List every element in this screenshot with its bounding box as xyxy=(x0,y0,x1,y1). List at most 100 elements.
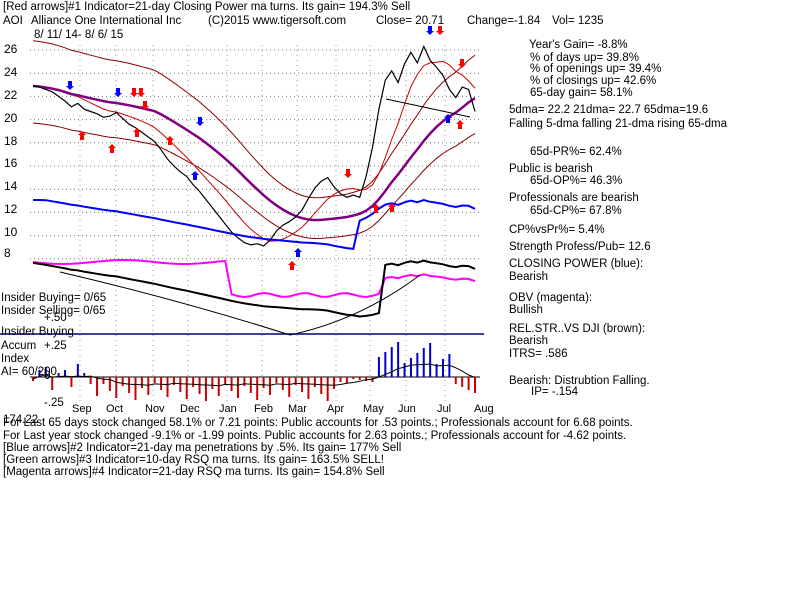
price-tick: 18 xyxy=(4,134,18,148)
ai-value: AI= 60/200 xyxy=(1,366,57,378)
ma65-line xyxy=(32,84,476,222)
red-arrow-icon xyxy=(141,101,149,110)
month-label: Mar xyxy=(288,403,307,415)
month-label: Sep xyxy=(72,403,92,415)
red-arrow-icon xyxy=(456,120,464,129)
obv-line xyxy=(32,258,476,299)
price-tick: 12 xyxy=(4,202,18,216)
price-tick: 10 xyxy=(4,225,18,239)
blue-arrow-icon xyxy=(196,117,204,126)
lower-band-line xyxy=(32,122,476,240)
price-tick: 24 xyxy=(4,65,18,79)
professionals-status: Professionals are bearish xyxy=(509,192,639,204)
month-label: Apr xyxy=(327,403,345,415)
price-tick: 20 xyxy=(4,111,18,125)
accum-plus25: +.25 xyxy=(44,340,67,352)
red-arrow-icon xyxy=(137,88,145,97)
pr65: 65d-PR%= 62.4% xyxy=(530,146,622,158)
summary-65-day: For Last 65 days stock changed 58.1% or … xyxy=(3,417,633,429)
accum-label: Accum xyxy=(1,340,37,352)
indicator-4-line: [Magenta arrows]#4 Indicator=21-day RSQ … xyxy=(3,466,385,478)
insider-selling: Insider Selling= 0/65 xyxy=(1,305,106,317)
pct-openings-up: % of openings up= 39.4% xyxy=(530,63,662,75)
price-tick: 22 xyxy=(4,88,18,102)
copyright-text: (C)2015 www.tigersoft.com xyxy=(208,15,347,27)
red-arrow-icon xyxy=(133,128,141,137)
month-label: Nov xyxy=(145,403,165,415)
accum-minus25: -.25 xyxy=(44,397,64,409)
pct-days-up: % of days up= 39.8% xyxy=(530,52,640,64)
ticker-symbol: AOI xyxy=(3,15,23,27)
relstr-title: REL.STR..VS DJI (brown): xyxy=(509,323,646,335)
dma-trend: Falling 5-dma falling 21-dma rising 65-d… xyxy=(509,118,727,130)
red-arrow-icon xyxy=(78,131,86,140)
volume-value: Vol= 1235 xyxy=(552,15,604,27)
cp-vs-pr: CP%vsPr%= 5.4% xyxy=(509,224,605,236)
bearish-distribution: Bearish: Distrubtion Falling. xyxy=(509,375,650,387)
red-arrow-icon xyxy=(388,203,396,212)
chart-grid xyxy=(30,45,480,402)
blue-arrow-icon xyxy=(114,88,122,97)
accum-index-bars xyxy=(32,342,476,401)
gain-65-day: 65-day gain= 58.1% xyxy=(530,87,633,99)
pct-closings-up: % of closings up= 42.6% xyxy=(530,75,657,87)
red-arrow-icon xyxy=(130,88,138,97)
rel-strength-line xyxy=(32,259,476,318)
accum-clipped: 174.22 xyxy=(3,414,39,426)
upper-band-line xyxy=(32,40,476,199)
insider-plus50: +.50 xyxy=(44,312,67,324)
red-arrow-icon xyxy=(166,136,174,145)
month-label: Oct xyxy=(106,403,124,415)
month-label: Jan xyxy=(219,403,237,415)
closing-power-line xyxy=(33,198,476,251)
date-range: 8/ 11/ 14- 8/ 6/ 15 xyxy=(34,29,124,41)
insider-section-label: Insider Buying xyxy=(1,326,74,338)
closing-power-value: Bearish xyxy=(509,271,548,283)
red-arrow-icon xyxy=(372,204,380,213)
indicator-1-line: [Red arrows]#1 Indicator=21-day Closing … xyxy=(3,1,411,13)
change-value: Change=-1.84 xyxy=(467,15,541,27)
price-tick: 14 xyxy=(4,179,18,193)
month-label: May xyxy=(363,403,384,415)
insider-buying: Insider Buying= 0/65 xyxy=(1,292,107,304)
obv-value: Bullish xyxy=(509,304,543,316)
closing-power-title: CLOSING POWER (blue): xyxy=(509,258,644,270)
relstr-value: Bearish xyxy=(509,335,548,347)
month-label: Jul xyxy=(437,403,452,415)
red-arrow-icon xyxy=(288,261,296,270)
accum-zero: 0 xyxy=(44,370,51,382)
red-arrow-icon xyxy=(344,169,352,178)
month-label: Aug xyxy=(474,403,494,415)
op65: 65d-OP%= 46.3% xyxy=(530,175,623,187)
ip-value: IP= -.154 xyxy=(531,386,578,398)
cp65: 65d-CP%= 67.8% xyxy=(530,205,622,217)
obv-title: OBV (magenta): xyxy=(509,292,593,304)
price-tick: 8 xyxy=(4,246,11,260)
red-arrow-icon xyxy=(108,144,116,153)
blue-arrow-icon xyxy=(294,248,302,257)
years-gain: Year's Gain= -8.8% xyxy=(529,39,628,51)
month-label: Dec xyxy=(180,403,200,415)
month-label: Feb xyxy=(254,403,273,415)
indicator-2-line: [Blue arrows]#2 Indicator=21-day ma pene… xyxy=(3,442,402,454)
strength-ratio: Strength Profess/Pub= 12.6 xyxy=(509,241,651,253)
close-value: Close= 20.71 xyxy=(376,15,445,27)
itrs-value: ITRS= .586 xyxy=(509,348,568,360)
month-label: Jun xyxy=(398,403,416,415)
index-label: Index xyxy=(1,353,30,365)
accum-ma-line xyxy=(32,363,476,387)
indicator-3-line: [Green arrows]#3 Indicator=10-day RSQ ma… xyxy=(3,454,384,466)
public-status: Public is bearish xyxy=(509,163,593,175)
trend-line xyxy=(385,98,471,118)
blue-arrow-icon xyxy=(66,81,74,90)
blue-arrow-icon xyxy=(426,26,434,35)
lower-envelope-line xyxy=(59,271,421,336)
blue-arrow-icon xyxy=(444,114,452,123)
company-name: Alliance One International Inc xyxy=(31,15,182,27)
price-tick: 16 xyxy=(4,156,18,170)
blue-arrow-icon xyxy=(191,171,199,180)
summary-year: For Last year stock changed -9.1% or -1.… xyxy=(3,430,627,442)
red-arrow-icon xyxy=(458,59,466,68)
red-arrow-icon xyxy=(436,26,444,35)
